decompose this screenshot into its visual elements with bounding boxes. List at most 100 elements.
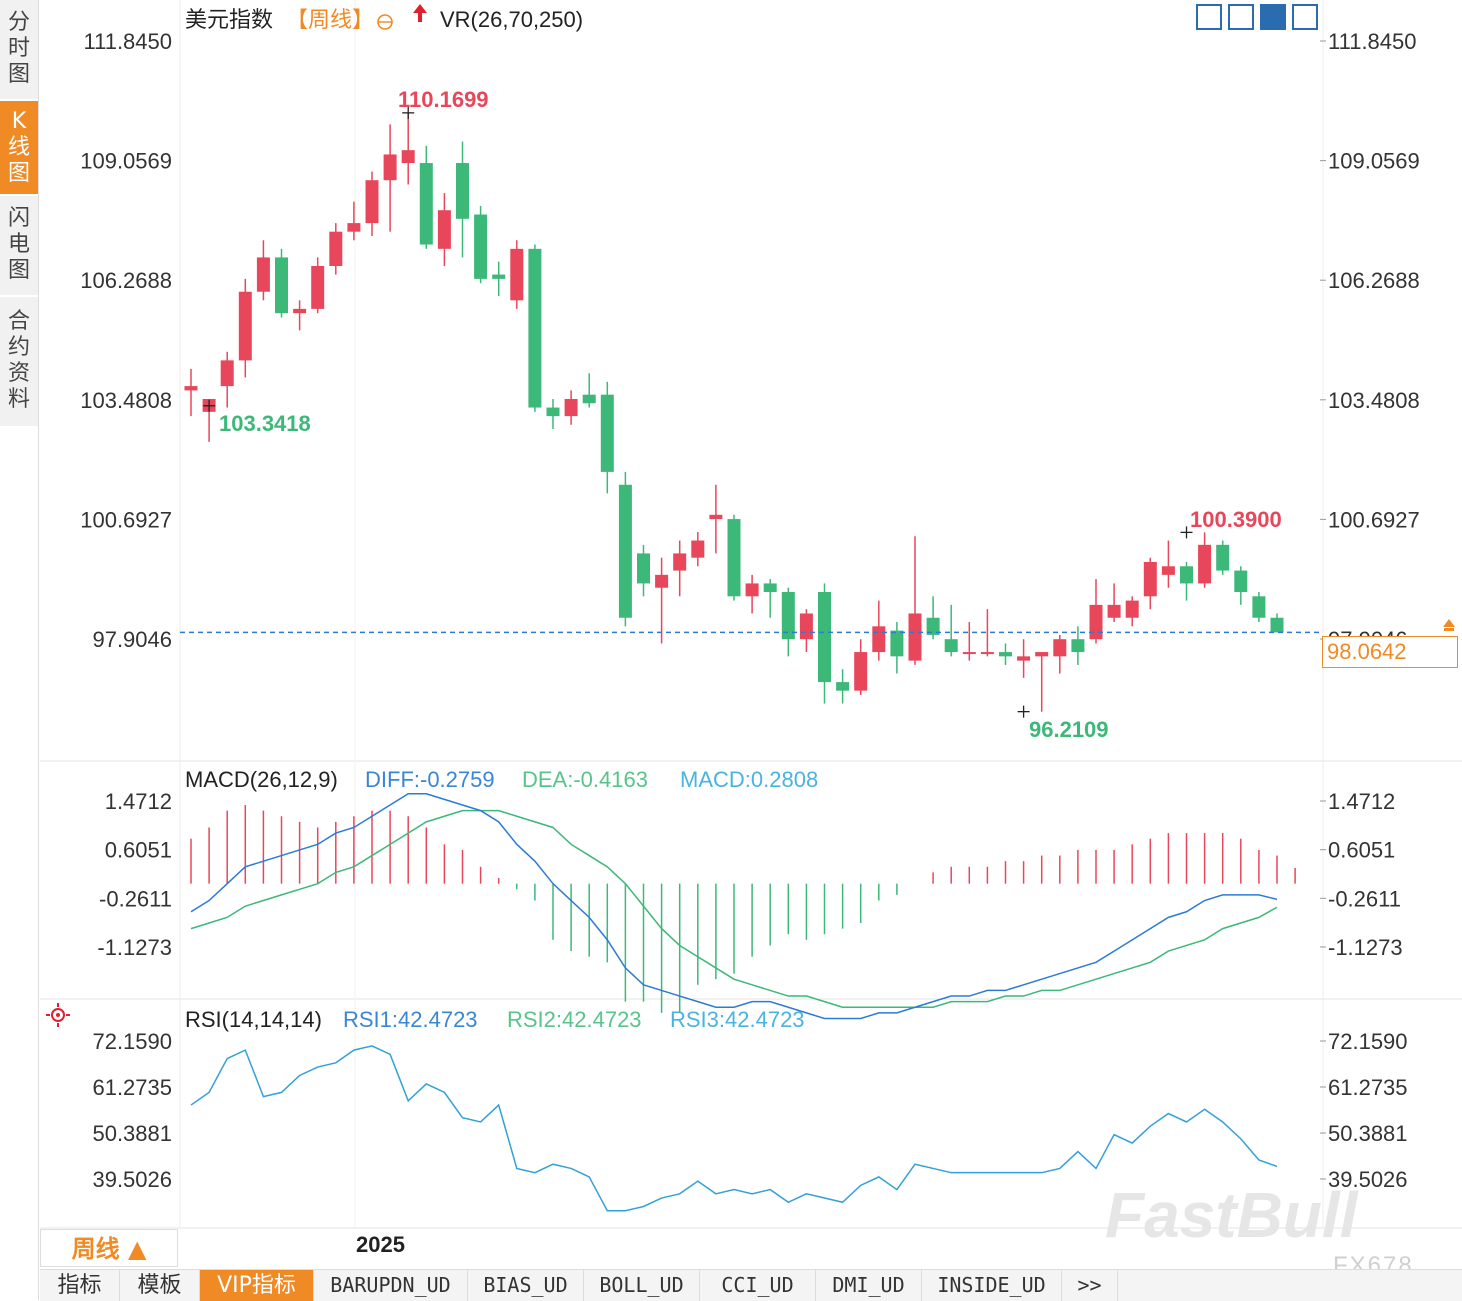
candle-body	[311, 265, 325, 309]
candle-body	[709, 514, 723, 520]
tab-5[interactable]: BOLL_UD	[584, 1270, 700, 1301]
candle-body	[890, 630, 904, 657]
indicator-label: VR(26,70,250)	[440, 7, 583, 32]
candle-body	[275, 257, 288, 314]
candle-body	[510, 248, 524, 301]
sidebar-item-label: 分时图	[7, 10, 30, 87]
rsi-name: RSI(14,14,14)	[185, 1007, 322, 1032]
candle-body	[546, 407, 560, 417]
y-tick-left: 1.4712	[105, 789, 172, 814]
tab-8[interactable]: INSIDE_UD	[922, 1270, 1062, 1301]
y-tick-left: 50.3881	[92, 1121, 172, 1146]
macd-diff: DIFF:-0.2759	[365, 767, 495, 792]
candle-body	[980, 652, 994, 655]
candle-body	[727, 519, 741, 597]
candle-body	[1053, 639, 1067, 657]
macd-histogram	[190, 805, 1296, 1013]
tab-6[interactable]: CCI_UD	[700, 1270, 816, 1301]
candle-body	[528, 248, 542, 408]
rsi-line	[190, 1045, 1278, 1212]
line-tool-icon[interactable]	[1260, 4, 1286, 30]
tab-7[interactable]: DMI_UD	[816, 1270, 922, 1301]
price-marker-icon	[1443, 619, 1455, 631]
sidebar-item-kline[interactable]: K线图	[0, 101, 38, 195]
y-tick-left: -1.1273	[97, 935, 172, 960]
tab-2[interactable]: VIP指标	[200, 1270, 314, 1301]
macd-name: MACD(26,12,9)	[185, 767, 338, 792]
settings-gear-icon[interactable]	[46, 1003, 70, 1027]
candle-body	[799, 613, 813, 640]
x-axis-label: 2025	[356, 1232, 405, 1257]
tab-1[interactable]: 模板	[120, 1270, 200, 1301]
y-tick-right: -1.1273	[1328, 935, 1403, 960]
candle-body	[474, 214, 488, 279]
rsi2-value: RSI2:42.4723	[507, 1007, 642, 1032]
sidebar-item-label: 闪电图	[7, 206, 30, 283]
period-button[interactable]: 周线 ▲	[40, 1229, 178, 1267]
crosshair-icon[interactable]	[377, 14, 393, 30]
tab-9[interactable]: >>	[1062, 1270, 1118, 1301]
dea-line	[190, 809, 1278, 1009]
candle-body	[1216, 544, 1230, 571]
candle-body	[854, 652, 868, 691]
period-tag: 【周线】	[286, 7, 374, 32]
candle-body	[184, 386, 198, 391]
y-tick-left: 103.4808	[80, 388, 172, 413]
symbol-name: 美元指数	[185, 7, 273, 32]
arrow-up-icon	[413, 4, 427, 22]
candle-body	[365, 180, 379, 224]
candle-body	[962, 652, 976, 655]
y-tick-right: 111.8450	[1328, 29, 1417, 54]
tab-3[interactable]: BARUPDN_UD	[314, 1270, 468, 1301]
candle-body	[1161, 566, 1175, 575]
candle-body	[872, 626, 886, 653]
forward-tool-icon[interactable]	[1292, 4, 1318, 30]
candle-body	[637, 553, 650, 584]
candle-body	[1125, 600, 1139, 618]
macd-value: MACD:0.2808	[680, 767, 818, 792]
y-tick-left: 72.1590	[92, 1029, 172, 1054]
candle-body	[1180, 566, 1193, 584]
sidebar-item-label: 合约资料	[7, 309, 30, 412]
candle-body	[383, 154, 397, 181]
candle-body	[1071, 639, 1085, 653]
y-tick-right: 109.0569	[1328, 149, 1420, 174]
sidebar-item-timeshare[interactable]: 分时图	[0, 0, 38, 100]
y-tick-left: 61.2735	[92, 1075, 172, 1100]
candle-body	[1035, 652, 1049, 657]
y-tick-left: 100.6927	[80, 507, 172, 532]
tab-0[interactable]: 指标	[40, 1270, 120, 1301]
y-tick-right: 39.5026	[1328, 1167, 1408, 1192]
low-annotation-right: 96.2109	[1029, 717, 1109, 742]
candle-body	[329, 231, 343, 266]
candle-body	[1252, 596, 1266, 618]
candle-body	[1017, 656, 1031, 661]
indicator-tab-bar: 指标 模板 VIP指标 BARUPDN_UD BIAS_UD BOLL_UD CCI_UD D…	[40, 1269, 1462, 1301]
high-annotation-right: 100.3900	[1190, 507, 1282, 532]
candle-body	[293, 308, 307, 314]
y-tick-left: 111.8450	[84, 29, 173, 54]
tab-4[interactable]: BIAS_UD	[468, 1270, 584, 1301]
y-tick-right: 106.2688	[1328, 268, 1420, 293]
candle-body	[836, 682, 850, 691]
candle-body	[437, 210, 451, 249]
y-tick-right: 0.6051	[1328, 838, 1395, 863]
candlestick-series	[184, 112, 1284, 712]
candle-body	[908, 613, 922, 661]
crosshair-tool-icon[interactable]	[1196, 4, 1222, 30]
low-annotation-left: 103.3418	[219, 411, 311, 436]
sidebar-item-contract-info[interactable]: 合约资料	[0, 297, 38, 427]
candle-body	[1107, 604, 1121, 618]
chart-canvas[interactable]: 美元指数 【周线】 VR(26,70,250) MACD(26,12,9) DI…	[0, 0, 1462, 1268]
diff-line	[190, 793, 1278, 1020]
candle-body	[618, 484, 632, 618]
rsi3-value: RSI3:42.4723	[670, 1007, 805, 1032]
bar-tool-icon[interactable]	[1228, 4, 1254, 30]
sidebar-item-label: K线图	[7, 109, 30, 186]
candle-body	[600, 394, 614, 472]
y-tick-right: 1.4712	[1328, 789, 1395, 814]
sidebar-item-lightning[interactable]: 闪电图	[0, 196, 38, 296]
y-tick-left: 97.9046	[92, 627, 172, 652]
candle-body	[926, 617, 940, 635]
high-annotation: 110.1699	[398, 87, 489, 112]
